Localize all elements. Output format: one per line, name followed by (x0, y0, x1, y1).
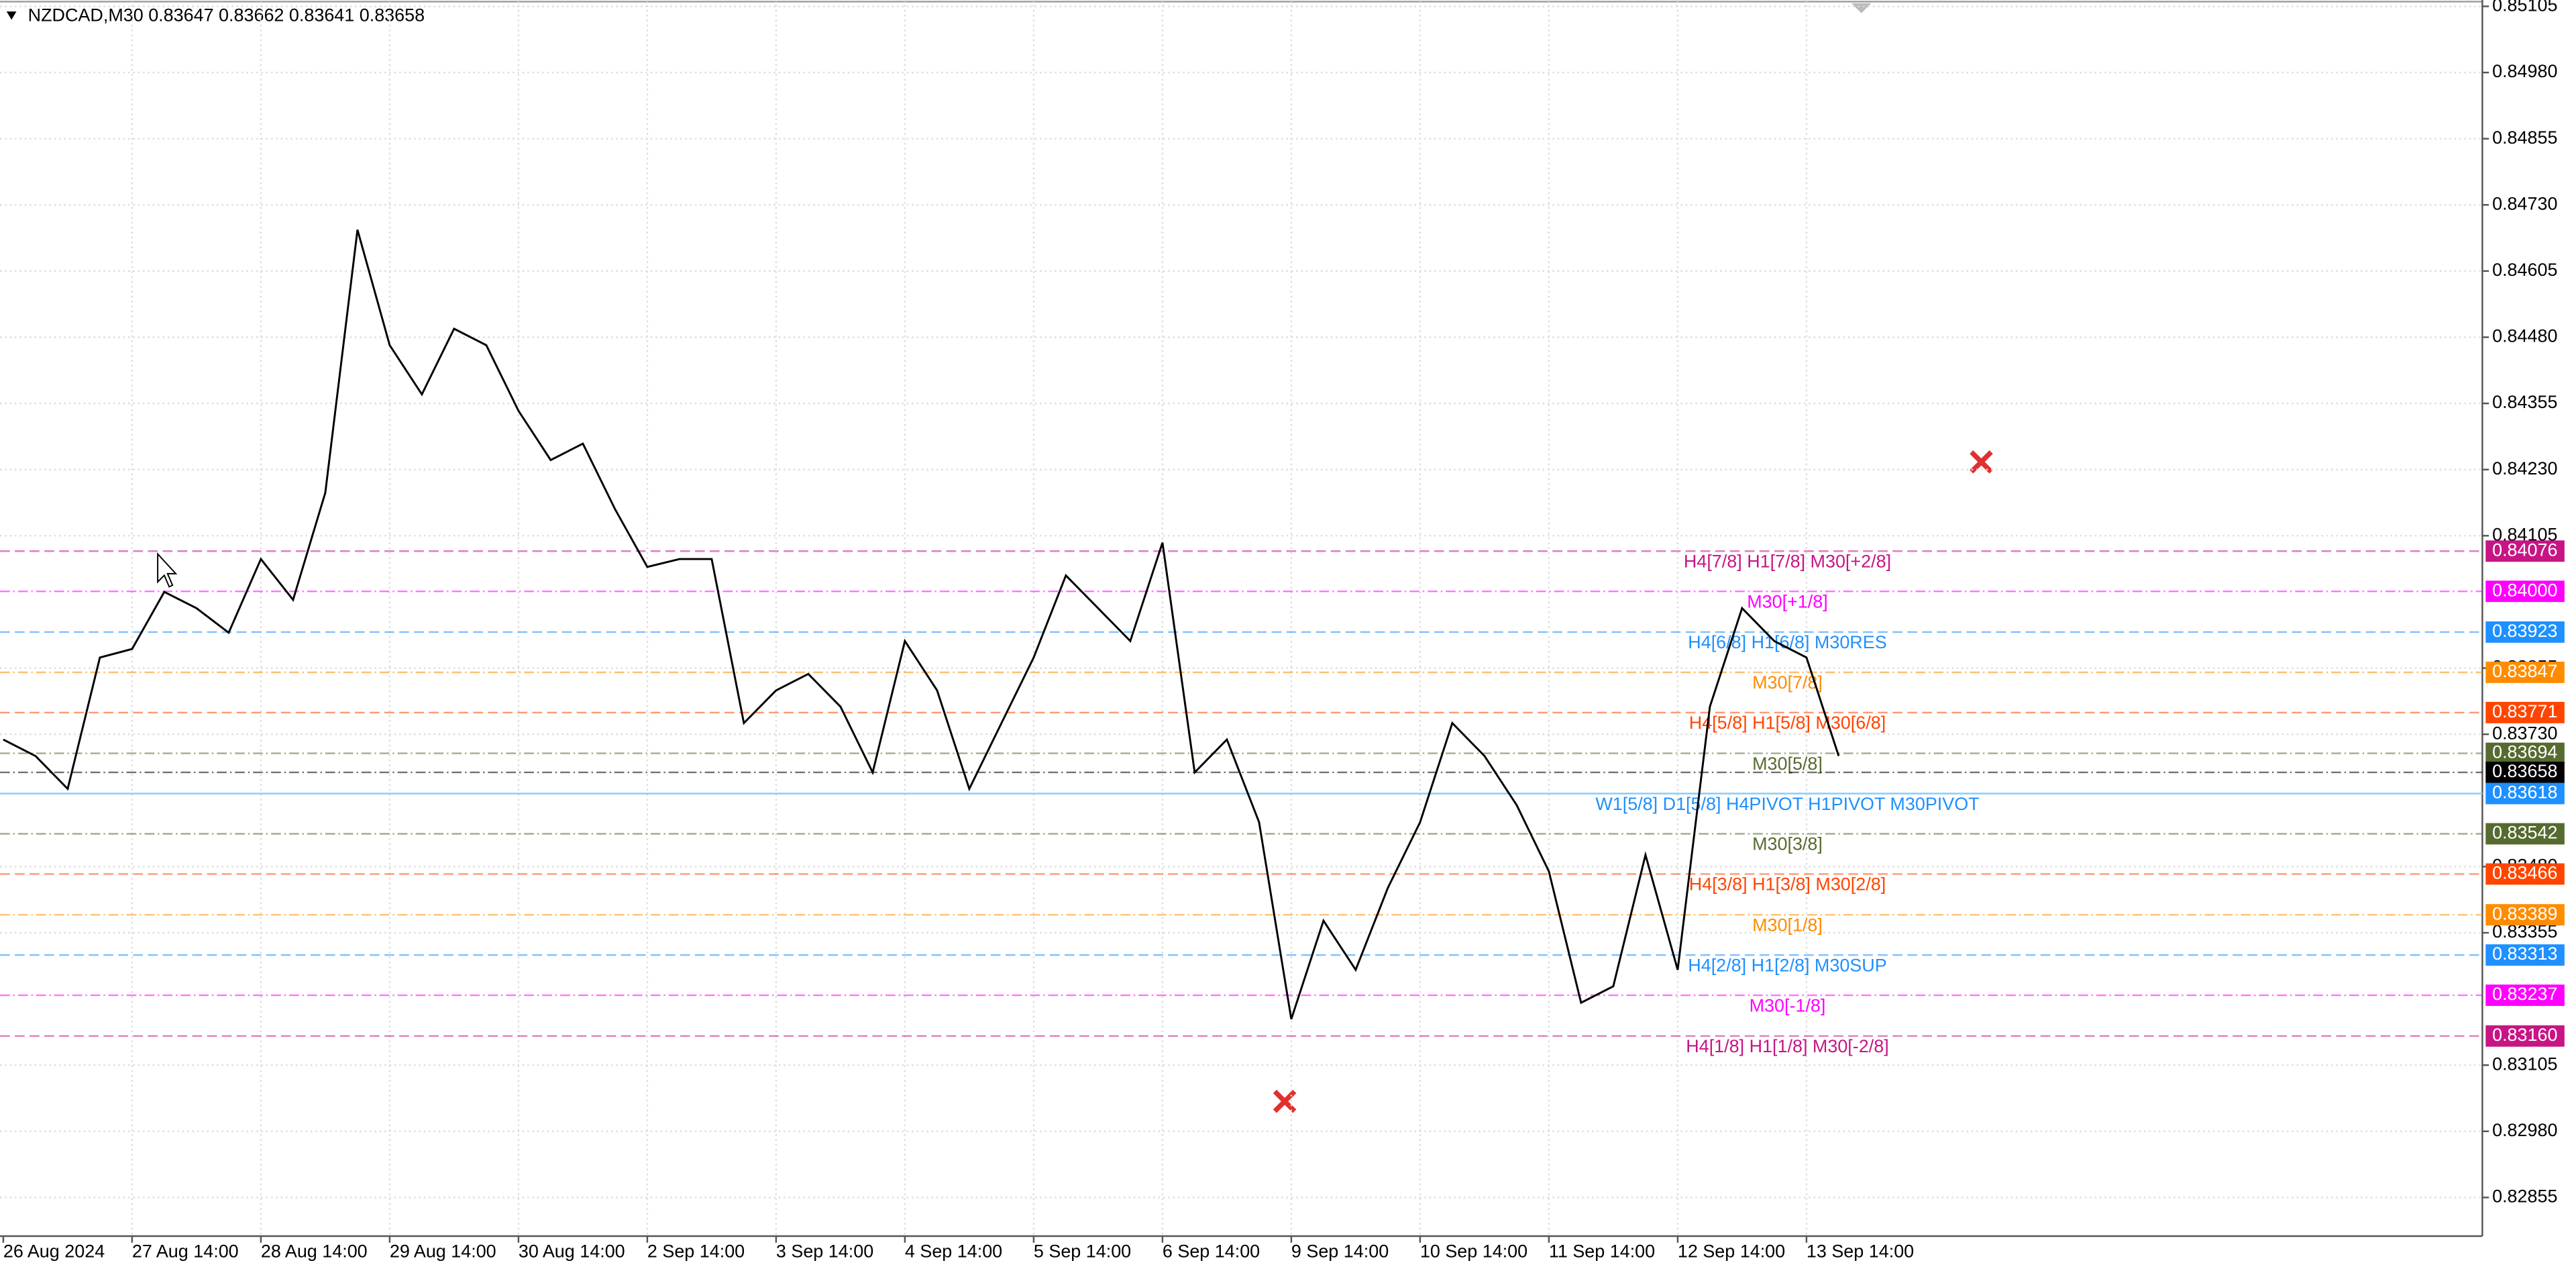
price-label: 0.83160 (2492, 1025, 2557, 1045)
level-name: W1[5/8] D1[5/8] H4PIVOT H1PIVOT M30PIVOT (1595, 794, 1979, 814)
price-line (3, 230, 1840, 1020)
price-label-bg (2485, 661, 2565, 683)
level-name: H4[7/8] H1[7/8] M30[+2/8] (1684, 551, 1891, 571)
mouse-cursor (157, 552, 178, 588)
price-label: 0.83466 (2492, 863, 2557, 883)
level-name: M30[5/8] (1752, 754, 1823, 774)
price-label: 0.83542 (2492, 823, 2557, 843)
red-cross (1970, 450, 1993, 474)
price-label-bg (2485, 762, 2565, 783)
x-tick-label: 13 Sep 14:00 (1807, 1241, 1914, 1262)
x-tick-label: 12 Sep 14:00 (1678, 1241, 1785, 1262)
x-tick-label: 26 Aug 2024 (3, 1241, 105, 1262)
menu-triangle[interactable] (6, 11, 17, 20)
price-label: 0.83923 (2492, 621, 2557, 641)
price-label-bg (2485, 823, 2565, 845)
y-tick-label: 0.84980 (2492, 61, 2557, 81)
x-tick-label: 28 Aug 14:00 (261, 1241, 368, 1262)
x-tick-label: 5 Sep 14:00 (1034, 1241, 1131, 1262)
price-label-bg (2485, 701, 2565, 723)
x-tick-label: 2 Sep 14:00 (647, 1241, 745, 1262)
x-tick-label: 10 Sep 14:00 (1420, 1241, 1527, 1262)
price-label: 0.83618 (2492, 782, 2557, 803)
price-label-bg (2485, 944, 2565, 966)
x-tick-label: 11 Sep 14:00 (1549, 1241, 1655, 1262)
y-tick-label: 0.84230 (2492, 458, 2557, 478)
level-name: M30[-1/8] (1750, 995, 1826, 1015)
price-label: 0.83389 (2492, 903, 2557, 923)
price-label-bg (2485, 904, 2565, 926)
price-label: 0.84076 (2492, 540, 2557, 560)
y-tick-label: 0.82980 (2492, 1120, 2557, 1140)
price-label-bg (2485, 540, 2565, 562)
y-tick-label: 0.84480 (2492, 326, 2557, 346)
level-name: H4[2/8] H1[2/8] M30SUP (1688, 955, 1886, 975)
price-label: 0.83658 (2492, 761, 2557, 781)
y-tick-label: 0.84355 (2492, 392, 2557, 412)
level-name: H4[3/8] H1[3/8] M30[2/8] (1689, 874, 1886, 895)
level-name: H4[6/8] H1[6/8] M30RES (1688, 632, 1886, 652)
x-tick-label: 9 Sep 14:00 (1291, 1241, 1389, 1262)
level-name: M30[7/8] (1752, 672, 1823, 693)
y-tick-label: 0.83730 (2492, 723, 2557, 743)
price-label: 0.83771 (2492, 701, 2557, 721)
x-tick-label: 3 Sep 14:00 (776, 1241, 873, 1262)
price-label-bg (2485, 580, 2565, 603)
level-name: H4[1/8] H1[1/8] M30[-2/8] (1686, 1036, 1888, 1056)
price-label-bg (2485, 1025, 2565, 1047)
price-label-bg (2485, 742, 2565, 764)
y-tick-label: 0.83105 (2492, 1054, 2557, 1074)
level-name: M30[3/8] (1752, 834, 1823, 854)
x-tick-label: 29 Aug 14:00 (390, 1241, 496, 1262)
x-tick-label: 30 Aug 14:00 (519, 1241, 625, 1262)
price-label: 0.83313 (2492, 944, 2557, 964)
level-name: H4[5/8] H1[5/8] M30[6/8] (1689, 713, 1886, 733)
chart-title: NZDCAD,M30 0.83647 0.83662 0.83641 0.836… (28, 5, 425, 26)
y-tick-label: 0.84605 (2492, 260, 2557, 280)
y-tick-label: 0.82855 (2492, 1186, 2557, 1207)
level-name: M30[1/8] (1752, 915, 1823, 935)
shift-marker (1851, 3, 1872, 13)
price-label-bg (2485, 621, 2565, 643)
price-label: 0.84000 (2492, 580, 2557, 600)
y-tick-label: 0.85105 (2492, 0, 2557, 15)
price-label-bg (2485, 863, 2565, 885)
price-label-bg (2485, 984, 2565, 1006)
level-name: M30[+1/8] (1747, 591, 1828, 611)
price-label: 0.83847 (2492, 661, 2557, 681)
cross-stroke (1970, 450, 1993, 474)
price-label: 0.83237 (2492, 984, 2557, 1004)
x-tick-label: 4 Sep 14:00 (905, 1241, 1002, 1262)
price-label-bg (2485, 782, 2565, 805)
x-tick-label: 27 Aug 14:00 (132, 1241, 239, 1262)
price-label: 0.83694 (2492, 742, 2557, 762)
x-tick-label: 6 Sep 14:00 (1163, 1241, 1260, 1262)
y-tick-label: 0.84855 (2492, 128, 2557, 148)
y-tick-label: 0.84730 (2492, 193, 2557, 213)
